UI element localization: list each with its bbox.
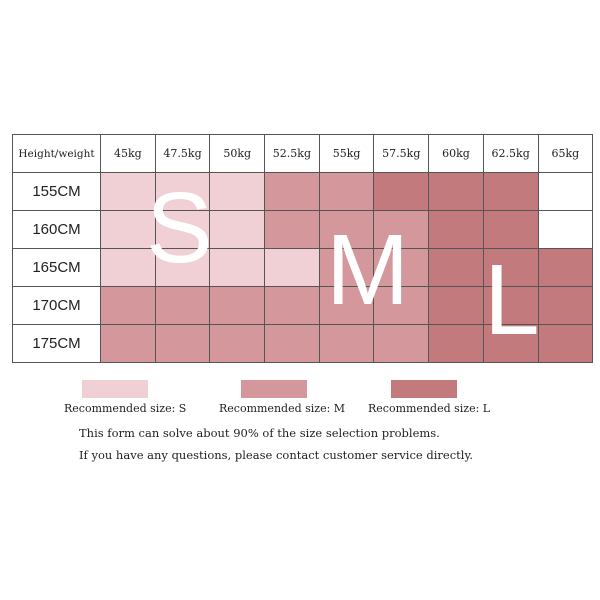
weight-header: 52.5kg <box>264 134 320 173</box>
size-cell <box>373 286 430 325</box>
legend-label-m: Recommended size: M <box>219 402 346 415</box>
size-cell <box>318 324 375 363</box>
size-cell <box>154 210 211 249</box>
legend-swatch-m <box>241 380 307 398</box>
size-cell <box>264 210 320 249</box>
size-cell <box>318 286 375 325</box>
size-cell <box>154 172 211 211</box>
size-cell <box>537 286 594 325</box>
size-cell <box>428 172 484 211</box>
size-cell <box>264 172 320 211</box>
size-cell <box>100 324 156 363</box>
table-row: 160CM <box>12 210 594 249</box>
size-cell <box>209 172 266 211</box>
size-cell <box>264 248 320 287</box>
table-row: 170CM <box>12 286 594 325</box>
table-row: 175CM <box>12 324 594 363</box>
weight-header: 55kg <box>318 134 375 173</box>
size-cell <box>154 286 211 325</box>
size-cell <box>209 324 266 363</box>
size-cell <box>482 286 539 325</box>
size-cell <box>154 248 211 287</box>
size-cell <box>482 210 539 249</box>
legend-label-l: Recommended size: L <box>368 402 491 415</box>
size-cell <box>318 210 375 249</box>
height-label: 160CM <box>12 210 101 249</box>
size-cell <box>100 286 156 325</box>
corner-label: Height/weight <box>12 134 101 173</box>
weight-header: 62.5kg <box>482 134 539 173</box>
size-cell <box>537 248 594 287</box>
size-cell <box>537 210 594 249</box>
size-cell <box>264 286 320 325</box>
size-cell <box>428 210 484 249</box>
size-cell <box>318 248 375 287</box>
weight-header: 47.5kg <box>154 134 211 173</box>
legend-swatch-s <box>82 380 148 398</box>
size-cell <box>482 324 539 363</box>
note-coverage: This form can solve about 90% of the siz… <box>79 426 440 440</box>
size-cell <box>100 248 156 287</box>
legend-swatch-l <box>391 380 457 398</box>
size-cell <box>537 172 594 211</box>
height-label: 170CM <box>12 286 101 325</box>
size-cell <box>373 324 430 363</box>
height-label: 175CM <box>12 324 101 363</box>
note-contact: If you have any questions, please contac… <box>79 448 474 462</box>
weight-header: 65kg <box>537 134 594 173</box>
header-row: Height/weight 45kg 47.5kg 50kg 52.5kg 55kg 57.… <box>12 134 594 173</box>
size-cell <box>264 324 320 363</box>
size-cell <box>428 248 484 287</box>
weight-header: 50kg <box>209 134 266 173</box>
size-cell <box>373 172 430 211</box>
size-cell <box>209 286 266 325</box>
legend-label-s: Recommended size: S <box>64 402 187 415</box>
size-cell <box>318 172 375 211</box>
size-cell <box>209 210 266 249</box>
size-cell <box>100 210 156 249</box>
size-cell <box>482 248 539 287</box>
height-label: 165CM <box>12 248 101 287</box>
size-cell <box>482 172 539 211</box>
table-row: 155CM <box>12 172 594 211</box>
size-cell <box>373 248 430 287</box>
size-cell <box>100 172 156 211</box>
size-cell <box>537 324 594 363</box>
size-cell <box>209 248 266 287</box>
weight-header: 57.5kg <box>373 134 430 173</box>
height-label: 155CM <box>12 172 101 211</box>
weight-header: 60kg <box>428 134 484 173</box>
size-cell <box>373 210 430 249</box>
weight-header: 45kg <box>100 134 156 173</box>
table-row: 165CM <box>12 248 594 287</box>
size-cell <box>428 286 484 325</box>
size-cell <box>154 324 211 363</box>
size-table: Height/weight 45kg 47.5kg 50kg 52.5kg 55kg 57.… <box>12 134 594 363</box>
size-cell <box>428 324 484 363</box>
